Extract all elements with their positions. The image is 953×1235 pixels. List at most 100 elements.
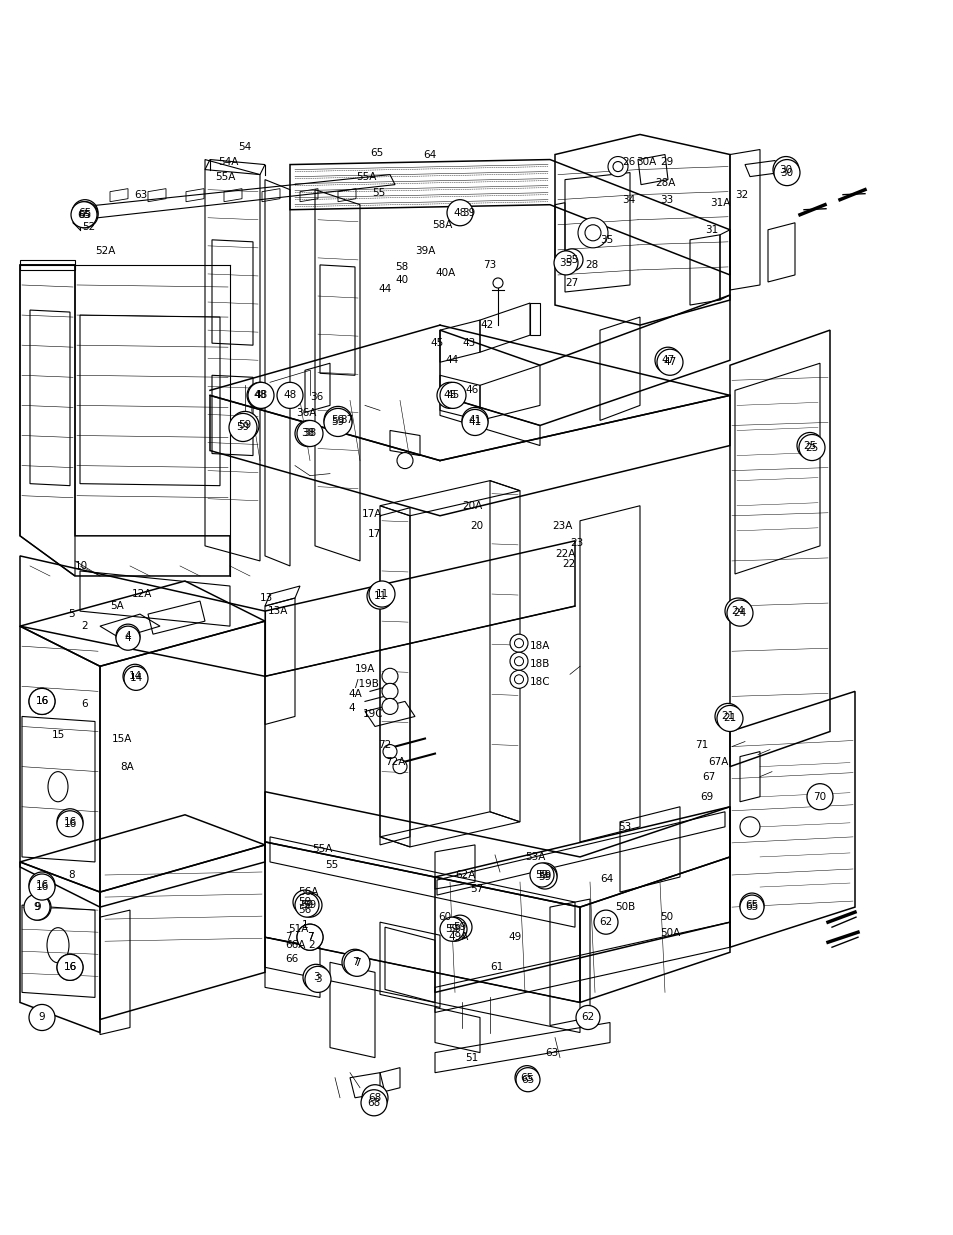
Text: 37: 37: [339, 415, 353, 425]
Circle shape: [613, 162, 622, 172]
Circle shape: [493, 278, 502, 288]
Circle shape: [294, 893, 318, 918]
Text: 72: 72: [377, 740, 391, 750]
Circle shape: [514, 638, 523, 647]
Circle shape: [248, 383, 274, 409]
Text: 59: 59: [298, 897, 312, 906]
Circle shape: [381, 683, 397, 699]
Text: 63: 63: [544, 1047, 558, 1057]
Text: 59: 59: [535, 869, 548, 881]
Text: 56: 56: [297, 905, 311, 915]
Text: 65: 65: [77, 210, 91, 220]
Circle shape: [436, 383, 462, 409]
Text: 7: 7: [354, 958, 360, 968]
Circle shape: [515, 1066, 538, 1089]
Text: 9: 9: [39, 1013, 45, 1023]
Text: 25: 25: [802, 441, 816, 451]
Text: 35: 35: [599, 235, 613, 245]
Text: 48: 48: [253, 390, 266, 400]
Circle shape: [515, 640, 522, 647]
Circle shape: [740, 895, 763, 919]
Text: 23A: 23A: [552, 521, 572, 531]
Text: 31A: 31A: [709, 198, 730, 207]
Circle shape: [71, 200, 98, 226]
Circle shape: [799, 435, 824, 461]
Text: 53: 53: [618, 821, 631, 832]
Text: 50: 50: [659, 913, 673, 923]
Circle shape: [772, 157, 799, 183]
Text: 62: 62: [580, 1013, 594, 1023]
Circle shape: [124, 667, 148, 690]
Circle shape: [381, 668, 397, 684]
Circle shape: [29, 872, 55, 898]
Circle shape: [439, 918, 463, 941]
Circle shape: [297, 893, 322, 918]
Text: 22A: 22A: [555, 548, 575, 559]
Circle shape: [515, 676, 522, 683]
Circle shape: [714, 704, 740, 730]
Text: 4: 4: [125, 634, 132, 643]
Circle shape: [293, 890, 316, 914]
Text: 50A: 50A: [659, 929, 679, 939]
Text: 56A: 56A: [297, 887, 318, 897]
Text: 38: 38: [301, 429, 314, 438]
Circle shape: [515, 657, 522, 666]
Text: 69: 69: [700, 792, 713, 802]
Text: 39: 39: [461, 207, 475, 217]
Circle shape: [393, 760, 407, 773]
Circle shape: [296, 924, 323, 950]
Text: 36: 36: [310, 393, 323, 403]
Circle shape: [439, 383, 465, 409]
Text: PAGE 102 — DCA-220SSJ/SSJU —  OPERATION AND PARTS  MANUAL — REV. #1  (02/28/14): PAGE 102 — DCA-220SSJ/SSJU — OPERATION A…: [165, 1205, 788, 1218]
Text: 52: 52: [82, 222, 95, 232]
Text: 54A: 54A: [218, 157, 238, 167]
Text: 48: 48: [453, 207, 466, 217]
Text: 16: 16: [63, 962, 76, 972]
Text: 2: 2: [308, 940, 314, 950]
Circle shape: [361, 1084, 388, 1110]
Text: 48: 48: [283, 390, 296, 400]
Text: 7: 7: [352, 957, 358, 967]
Circle shape: [655, 347, 680, 373]
Text: 65: 65: [521, 1074, 534, 1084]
Text: 22: 22: [561, 559, 575, 569]
Circle shape: [344, 950, 370, 977]
Circle shape: [367, 583, 393, 609]
Text: 4A: 4A: [348, 689, 361, 699]
Text: 67A: 67A: [707, 757, 727, 767]
Text: 55: 55: [372, 188, 385, 198]
Circle shape: [796, 432, 822, 458]
Circle shape: [584, 225, 600, 241]
Text: 30A: 30A: [636, 157, 656, 167]
Text: 21: 21: [722, 714, 736, 724]
Circle shape: [560, 249, 582, 270]
Text: 65: 65: [519, 1073, 533, 1083]
Circle shape: [806, 784, 832, 810]
Text: 28: 28: [584, 259, 598, 270]
Text: 8A: 8A: [120, 762, 133, 772]
Text: 59: 59: [445, 924, 458, 934]
Circle shape: [461, 408, 488, 433]
Text: 59: 59: [331, 415, 344, 425]
Circle shape: [773, 159, 800, 185]
Text: 30: 30: [779, 164, 792, 174]
Text: 23: 23: [569, 538, 582, 548]
Circle shape: [554, 251, 578, 275]
Circle shape: [57, 809, 83, 835]
Text: 32: 32: [734, 190, 747, 200]
Text: 13: 13: [260, 593, 273, 603]
Text: 45: 45: [443, 390, 456, 400]
Circle shape: [442, 918, 467, 941]
Text: 46: 46: [464, 385, 477, 395]
Text: 52A: 52A: [95, 246, 115, 256]
Text: 64: 64: [422, 149, 436, 159]
Text: 16: 16: [63, 962, 76, 972]
Text: 18A: 18A: [530, 641, 550, 651]
Text: 59: 59: [303, 900, 316, 910]
Text: 61: 61: [490, 962, 503, 972]
Text: 62: 62: [598, 918, 612, 927]
Circle shape: [516, 1067, 539, 1092]
Text: 4: 4: [348, 704, 355, 714]
Text: 59: 59: [300, 900, 314, 910]
Circle shape: [324, 406, 352, 435]
